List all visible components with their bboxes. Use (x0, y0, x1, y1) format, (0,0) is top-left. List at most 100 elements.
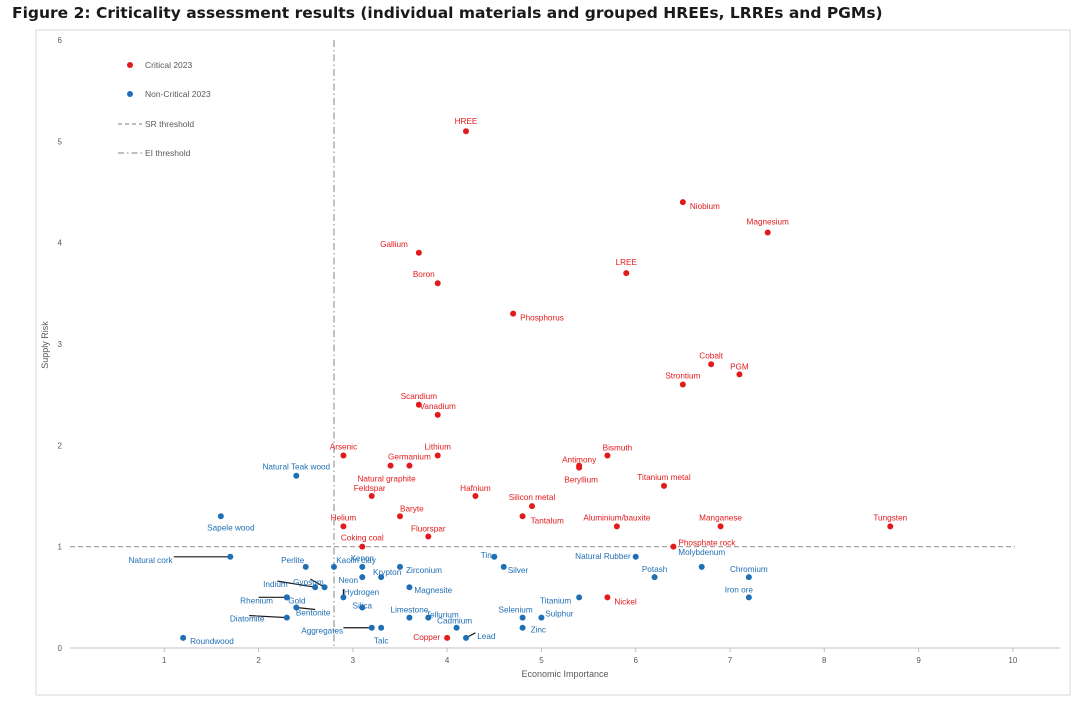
legend: Critical 2023 Non-Critical 2023 SR thres… (118, 60, 211, 158)
label-krypton: Krypton (373, 568, 402, 577)
point-aluminium-bauxite (613, 523, 620, 530)
label-gold: Gold (288, 596, 306, 605)
point-natural-rubber (632, 553, 639, 560)
point-fluorspar (425, 533, 432, 540)
point-pgm (736, 371, 743, 378)
label-lithium: Lithium (425, 442, 452, 451)
y-tick-label: 6 (58, 36, 63, 45)
point-magnesite (406, 584, 413, 591)
point-bentonite (293, 604, 300, 611)
point-zinc (519, 624, 526, 631)
connector-bentonite (296, 606, 316, 611)
point-copper (444, 634, 451, 641)
label-baryte: Baryte (400, 504, 424, 513)
y-tick-label: 4 (58, 239, 63, 248)
point-silicon-metal (529, 503, 535, 510)
legend-noncritical-marker (127, 91, 133, 97)
point-magnesium (764, 229, 771, 236)
label-aluminium-bauxite: Aluminium/bauxite (583, 513, 650, 522)
x-tick-label: 10 (1008, 656, 1017, 665)
x-tick-label: 8 (822, 656, 827, 665)
point-cobalt (708, 361, 715, 368)
figure-title: Figure 2: Criticality assessment results… (12, 4, 883, 22)
label-magnesium: Magnesium (747, 218, 790, 227)
point-phosphorus (510, 310, 517, 317)
label-vanadium: Vanadium (420, 402, 456, 411)
point-boron (434, 280, 441, 287)
label-silica: Silica (352, 601, 372, 610)
point-sulphur (538, 614, 545, 621)
point-xenon (359, 563, 366, 570)
label-phosphate-rock: Phosphate rock (678, 539, 736, 548)
point-natural-cork (227, 553, 234, 560)
label-bismuth: Bismuth (603, 443, 633, 452)
label-bentonite: Bentonite (296, 608, 331, 617)
point-gallium (415, 249, 422, 256)
point-limestone (406, 614, 413, 621)
x-axis-label: Economic Importance (521, 669, 608, 679)
point-potash (651, 574, 658, 581)
point-cadmium (453, 624, 460, 631)
label-scandium: Scandium (401, 392, 438, 401)
label-rhenium: Rhenium (240, 596, 273, 605)
point-krypton (378, 574, 385, 581)
label-helium: Helium (331, 513, 357, 522)
label-roundwood: Roundwood (190, 637, 234, 646)
point-zirconium (397, 563, 403, 570)
point-niobium (679, 199, 686, 206)
point-lithium (434, 452, 441, 459)
label-limestone: Limestone (391, 606, 429, 615)
point-neon (359, 574, 366, 581)
label-hafnium: Hafnium (460, 484, 491, 493)
label-silicon-metal: Silicon metal (509, 493, 556, 502)
label-tantalum: Tantalum (531, 516, 564, 525)
point-aggregates (368, 624, 375, 631)
point-strontium (679, 381, 686, 388)
label-tellurium: Tellurium (426, 611, 459, 620)
legend-sr-label: SR threshold (145, 119, 194, 129)
point-titanium (576, 594, 583, 601)
label-zirconium: Zirconium (406, 566, 442, 575)
point-vanadium (434, 411, 441, 418)
point-tellurium (425, 614, 432, 621)
point-nickel (604, 594, 611, 601)
y-tick-label: 3 (58, 340, 63, 349)
y-tick-label: 2 (58, 441, 63, 450)
point-roundwood (180, 634, 187, 641)
point-silver (500, 563, 507, 570)
label-beryllium: Beryllium (564, 476, 598, 485)
point-talc (378, 624, 385, 631)
label-strontium: Strontium (665, 372, 700, 381)
x-tick-label: 6 (633, 656, 638, 665)
label-neon: Neon (338, 576, 358, 585)
label-natural-rubber: Natural Rubber (575, 552, 631, 561)
label-gypsum: Gypsum (293, 578, 324, 587)
point-bismuth (604, 452, 611, 459)
label-indium: Indium (263, 580, 288, 589)
label-lree: LREE (616, 258, 638, 267)
y-tick-label: 0 (58, 644, 63, 653)
label-lead: Lead (477, 632, 496, 641)
y-tick-label: 1 (58, 543, 63, 552)
point-gypsum (321, 584, 328, 591)
axes-group: 1 2 3 4 5 6 7 8 9 10 0 1 2 3 4 5 6 (58, 36, 1060, 665)
label-connectors (173, 556, 476, 639)
label-magnesite: Magnesite (414, 586, 452, 595)
y-tick-label: 5 (58, 137, 63, 146)
connector-diatomite (249, 614, 287, 619)
point-baryte (397, 513, 403, 520)
x-tick-label: 2 (256, 656, 261, 665)
label-titanium: Titanium (540, 596, 571, 605)
point-hydrogen (340, 594, 347, 601)
point-chromium (745, 574, 752, 581)
point-natural-graphite (387, 462, 394, 469)
legend-noncritical-label: Non-Critical 2023 (145, 89, 211, 99)
label-natural-teak-wood: Natural Teak wood (262, 463, 330, 472)
label-hree: HREE (455, 117, 478, 126)
point-labels: HREE Niobium Magnesium Gallium LREE Boron Phos… (129, 117, 908, 646)
x-tick-label: 5 (539, 656, 544, 665)
point-hree (463, 128, 469, 135)
label-perlite: Perlite (281, 556, 305, 565)
label-antimony: Antimony (562, 456, 597, 465)
